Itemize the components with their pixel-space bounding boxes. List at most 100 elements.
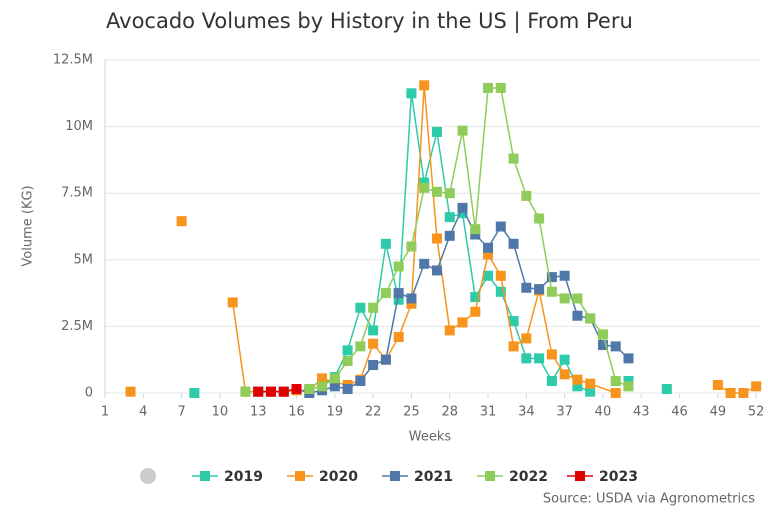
data-point	[534, 213, 545, 224]
data-point	[457, 125, 468, 136]
data-point	[470, 224, 481, 235]
data-point	[380, 238, 391, 249]
data-point	[546, 286, 557, 297]
data-point	[431, 186, 442, 197]
data-point	[227, 297, 238, 308]
x-tick-label: 49	[710, 405, 727, 420]
data-point	[495, 270, 506, 281]
legend-marker[interactable]	[390, 471, 400, 481]
data-point	[546, 349, 557, 360]
legend-marker[interactable]	[200, 471, 210, 481]
x-tick-label: 10	[212, 405, 229, 420]
data-point	[585, 386, 596, 397]
data-point	[419, 177, 430, 188]
data-point	[483, 82, 494, 93]
data-point	[483, 249, 494, 260]
data-point	[738, 388, 749, 398]
data-point	[329, 381, 340, 392]
data-point	[329, 373, 340, 384]
data-point	[508, 238, 519, 249]
data-point	[265, 386, 276, 397]
data-point	[623, 376, 634, 387]
source-note: Source: USDA via Agronometrics	[543, 492, 755, 507]
y-tick-label: 0	[85, 386, 93, 401]
data-point	[393, 288, 404, 299]
data-point	[470, 306, 481, 317]
data-point	[355, 341, 366, 352]
data-point	[470, 229, 481, 240]
data-point	[342, 384, 353, 395]
legend-label[interactable]: 2020	[319, 469, 358, 485]
data-point	[508, 153, 519, 164]
data-point	[521, 353, 532, 364]
data-point	[393, 332, 404, 343]
data-point	[495, 221, 506, 232]
data-point	[572, 374, 583, 385]
data-point	[317, 373, 328, 384]
data-point	[751, 381, 762, 392]
data-point	[342, 345, 353, 356]
data-point	[610, 341, 621, 352]
data-point	[725, 388, 736, 398]
data-point	[368, 338, 379, 349]
y-tick-label: 12.5M	[53, 53, 93, 68]
data-point	[278, 386, 289, 397]
data-point	[355, 302, 366, 313]
series-line	[258, 388, 297, 393]
x-tick-label: 22	[365, 405, 382, 420]
legend-toggle[interactable]	[140, 468, 156, 484]
x-tick-label: 43	[633, 405, 650, 420]
data-point	[623, 353, 634, 364]
x-tick-label: 19	[327, 405, 344, 420]
x-tick-label: 13	[250, 405, 267, 420]
data-point	[380, 354, 391, 365]
data-point	[521, 333, 532, 344]
legend-label[interactable]: 2021	[414, 469, 453, 485]
data-point	[572, 381, 583, 392]
x-tick-label: 40	[595, 405, 612, 420]
y-tick-label: 5M	[74, 252, 94, 267]
legend-label[interactable]: 2022	[509, 469, 548, 485]
data-point	[444, 188, 455, 199]
data-point	[470, 292, 481, 303]
legend-marker[interactable]	[295, 471, 305, 481]
data-point	[495, 82, 506, 93]
data-point	[610, 388, 621, 398]
x-tick-label: 7	[177, 405, 185, 420]
data-point	[457, 317, 468, 328]
legend-marker[interactable]	[485, 471, 495, 481]
data-point	[585, 378, 596, 389]
data-point	[521, 190, 532, 201]
legend-label[interactable]: 2023	[599, 469, 638, 485]
data-point	[406, 241, 417, 252]
data-point	[572, 310, 583, 321]
data-point	[559, 369, 570, 380]
data-point	[661, 384, 672, 395]
data-point	[534, 284, 545, 295]
data-point	[559, 354, 570, 365]
data-point	[712, 380, 723, 391]
data-point	[546, 376, 557, 387]
data-point	[444, 212, 455, 223]
data-point	[508, 341, 519, 352]
data-point	[317, 381, 328, 392]
data-point	[419, 80, 430, 91]
x-tick-label: 52	[748, 405, 765, 420]
x-tick-label: 28	[441, 405, 458, 420]
data-point	[125, 386, 136, 397]
data-point	[444, 325, 455, 336]
data-point	[597, 329, 608, 340]
x-axis-title: Weeks	[409, 430, 452, 445]
data-point	[393, 294, 404, 305]
legend-marker[interactable]	[575, 471, 585, 481]
y-tick-label: 7.5M	[61, 186, 93, 201]
y-tick-label: 2.5M	[61, 319, 93, 334]
data-point	[521, 282, 532, 293]
data-point	[483, 270, 494, 281]
series-line	[231, 85, 757, 394]
data-point	[291, 384, 302, 395]
legend-label[interactable]: 2019	[224, 469, 263, 485]
data-point	[495, 286, 506, 297]
data-point	[419, 182, 430, 193]
x-tick-label: 25	[403, 405, 420, 420]
